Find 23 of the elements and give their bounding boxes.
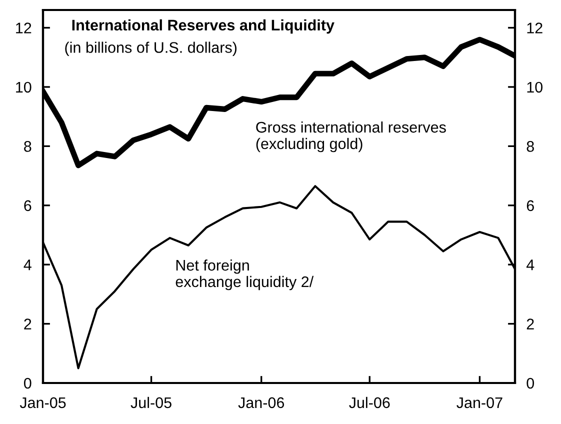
x-tick-label: Jan-07	[456, 397, 502, 408]
series-label: Gross international reserves (excluding gold)	[256, 121, 446, 152]
text: International Reserves and Liquidity	[72, 19, 334, 34]
y2-tick-label: 2	[526, 318, 534, 330]
x-tick-label: Jan-06	[238, 397, 284, 408]
y-tick-label: 12	[16, 22, 32, 34]
y-tick-label: 2	[24, 318, 32, 330]
text: (in billions of U.S. dollars)	[65, 42, 236, 56]
y2-tick-label: 12	[527, 22, 542, 34]
y2-tick-label: 0	[526, 378, 534, 389]
y2-tick-label: 8	[526, 141, 534, 152]
series-label: Net foreign exchange liquidity 2/	[176, 259, 314, 290]
y-tick-label: 4	[24, 260, 32, 270]
y-tick-label: 6	[24, 200, 32, 212]
y2-tick-label: 10	[527, 82, 543, 93]
y2-tick-label: 4	[526, 260, 534, 270]
y-tick-label: 10	[16, 82, 32, 93]
y-tick-label: 8	[24, 141, 32, 152]
y-tick-label: 0	[24, 378, 32, 389]
x-tick-label: Jul-06	[349, 396, 390, 408]
x-tick-label: Jul-05	[130, 396, 172, 408]
x-tick-label: Jan-05	[20, 397, 66, 408]
y2-tick-label: 6	[526, 200, 534, 212]
